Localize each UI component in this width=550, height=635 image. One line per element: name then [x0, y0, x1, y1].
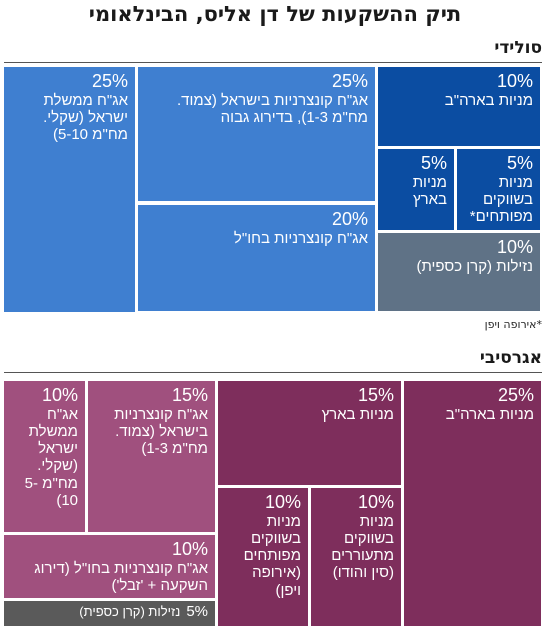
tile-percent: 10%: [357, 492, 394, 512]
tile-label: אג"ח קונצרניות בחו"ל: [233, 229, 368, 247]
section-title-aggressive: אגרסיבי: [479, 348, 542, 368]
tile-label: מניות בשווקים מתעוררים (סין והודו): [331, 512, 394, 582]
tile-label: מניות בארץ: [321, 405, 394, 423]
treemap-tile-s-israel-corp: 25% אג"ח קונצרניות בישראל (צמוד. מח"מ 1-3…: [138, 67, 375, 201]
tile-percent: 15%: [357, 385, 394, 405]
treemap-tile-a-local-stocks: 15% מניות בארץ: [218, 381, 401, 485]
tile-percent: 5%: [420, 153, 447, 173]
tile-label: נזילות (קרן כספית): [416, 257, 533, 275]
tile-percent: 25%: [331, 71, 368, 91]
tile-percent: 5%: [186, 603, 208, 620]
section-rule-solid: [4, 62, 542, 63]
tile-percent: 10%: [496, 237, 533, 257]
treemap-tile-a-us-stocks: 25% מניות בארה"ב: [404, 381, 541, 626]
treemap-tile-a-developed: 10% מניות בשווקים מפותחים (אירופה ויפן): [218, 488, 308, 626]
tile-percent: 5%: [506, 153, 533, 173]
tile-label: נזילות (קרן כספית): [79, 604, 181, 619]
treemap-tile-a-global-corp: 10% אג"ח קונצרניות בחו"ל (דירוג השקעה + '…: [4, 535, 215, 598]
footnote: *אירופה ויפן: [484, 318, 542, 331]
chart-title: תיק ההשקעות של דן אליס, הבינלאומי: [88, 2, 462, 26]
tile-percent: 10%: [264, 492, 301, 512]
section-title-solid: סולידי: [494, 38, 542, 58]
treemap-tile-s-local-stocks: 5% מניות בארץ: [378, 149, 454, 230]
tile-label: אג"ח ממשלת ישראל (שקלי. מח"מ 5-10): [24, 405, 78, 509]
tile-label: מניות בשווקים מפותחים (אירופה ויפן): [243, 512, 301, 599]
treemap-tile-a-emerging: 10% מניות בשווקים מתעוררים (סין והודו): [311, 488, 401, 626]
treemap-tile-s-global-corp: 20% אג"ח קונצרניות בחו"ל: [138, 205, 375, 311]
tile-label: אג"ח קונצרניות בישראל (צמוד. מח"מ 1-3), …: [177, 91, 368, 126]
tile-percent: 15%: [171, 385, 208, 405]
tile-label: אג"ח קונצרניות בחו"ל (דירוג השקעה + 'זבל…: [34, 559, 208, 594]
tile-percent: 20%: [331, 209, 368, 229]
tile-percent: 10%: [171, 539, 208, 559]
tile-percent: 25%: [91, 71, 128, 91]
treemap-tile-s-cash: 10% נזילות (קרן כספית): [378, 233, 540, 311]
tile-percent: 10%: [41, 385, 78, 405]
treemap-tile-s-us-stocks: 10% מניות בארה"ב: [378, 67, 540, 146]
tile-label: מניות בארה"ב: [445, 405, 534, 423]
treemap-tile-a-israel-corp: 15% אג"ח קונצרניות בישראל (צמוד. מח"מ 1-3…: [88, 381, 215, 532]
section-rule-aggressive: [4, 372, 542, 373]
tile-label: אג"ח קונצרניות בישראל (צמוד. מח"מ 1-3): [114, 405, 208, 458]
tile-label: מניות בארץ: [412, 173, 447, 208]
treemap-tile-a-israel-gov: 10% אג"ח ממשלת ישראל (שקלי. מח"מ 5-10): [4, 381, 85, 532]
tile-label: מניות בשווקים מפותחים*: [469, 173, 533, 226]
tile-label: מניות בארה"ב: [444, 91, 533, 109]
treemap-tile-a-cash: 5% נזילות (קרן כספית): [4, 601, 215, 626]
treemap-tile-s-israel-gov: 25% אג"ח ממשלת ישראל (שקלי. מח"מ 5-10): [4, 67, 135, 312]
tile-label: אג"ח ממשלת ישראל (שקלי. מח"מ 5-10): [43, 91, 128, 144]
tile-percent: 25%: [497, 385, 534, 405]
treemap-tile-s-developed: 5% מניות בשווקים מפותחים*: [457, 149, 540, 230]
tile-percent: 10%: [496, 71, 533, 91]
